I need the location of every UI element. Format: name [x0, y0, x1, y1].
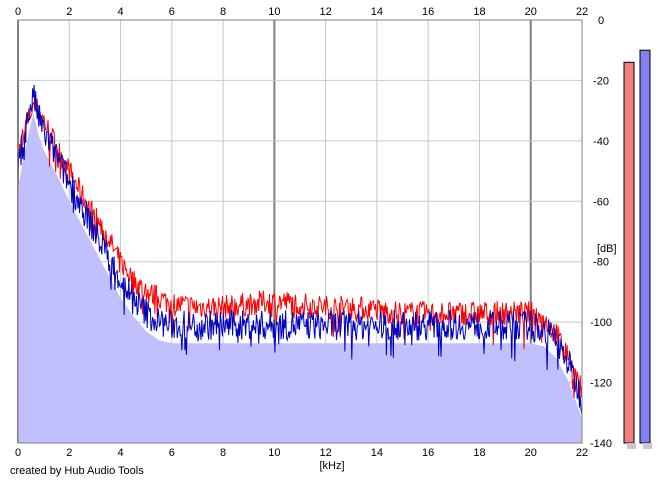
plot-frame [17, 19, 583, 444]
x-tick-label-top: 20 [525, 6, 537, 18]
x-tick-label-top: 8 [220, 6, 226, 18]
level-meters [623, 49, 652, 449]
x-tick-label-bottom: 14 [371, 447, 383, 459]
y-tick-label: -80 [593, 257, 609, 269]
x-tick-label-bottom: 6 [169, 447, 175, 459]
x-tick-label-bottom: 4 [117, 447, 123, 459]
x-tick-label-top: 18 [473, 6, 485, 18]
y-tick-label: -40 [593, 136, 609, 148]
y-axis-ticks: 0 -20 -40 -60 -80 -100 -120 -140 [590, 15, 612, 450]
y-tick-label: 0 [598, 15, 604, 27]
x-tick-label-bottom: 16 [422, 447, 434, 459]
x-tick-label-top: 0 [15, 6, 21, 18]
y-tick-label: -20 [593, 75, 609, 87]
x-axis-top-ticks: 0 2 4 6 8 10 12 14 16 18 20 22 [15, 6, 588, 18]
level-meter-bar [639, 49, 651, 444]
x-tick-label-bottom: 2 [66, 447, 72, 459]
level-meter-shadow [627, 443, 636, 449]
spectrum-area-fill [18, 113, 582, 444]
y-axis-label: [dB] [597, 243, 617, 255]
x-tick-label-top: 12 [320, 6, 332, 18]
x-tick-label-top: 10 [268, 6, 280, 18]
x-tick-label-bottom: 18 [473, 447, 485, 459]
y-tick-label: -120 [590, 378, 612, 390]
x-tick-label-top: 22 [576, 6, 588, 18]
x-tick-label-bottom: 0 [15, 447, 21, 459]
series-red-line [17, 98, 583, 398]
series-blue-line [17, 84, 583, 414]
x-axis-bottom-ticks: 0 2 4 6 8 10 12 14 16 18 20 22 [15, 447, 588, 459]
x-tick-label-top: 2 [66, 6, 72, 18]
level-meter-shadow [643, 443, 652, 449]
level-meter-bar [623, 61, 635, 444]
x-tick-label-top: 4 [117, 6, 123, 18]
x-tick-label-bottom: 22 [576, 447, 588, 459]
x-axis-label: [kHz] [319, 460, 344, 472]
x-tick-label-top: 16 [422, 6, 434, 18]
x-tick-label-bottom: 20 [525, 447, 537, 459]
x-tick-label-top: 6 [169, 6, 175, 18]
y-tick-label: -140 [590, 438, 612, 450]
x-tick-label-bottom: 12 [320, 447, 332, 459]
x-tick-label-top: 14 [371, 6, 383, 18]
y-tick-label: -60 [593, 196, 609, 208]
x-tick-label-bottom: 8 [220, 447, 226, 459]
y-tick-label: -100 [590, 317, 612, 329]
x-tick-label-bottom: 10 [268, 447, 280, 459]
credit-text: created by Hub Audio Tools [10, 465, 144, 477]
